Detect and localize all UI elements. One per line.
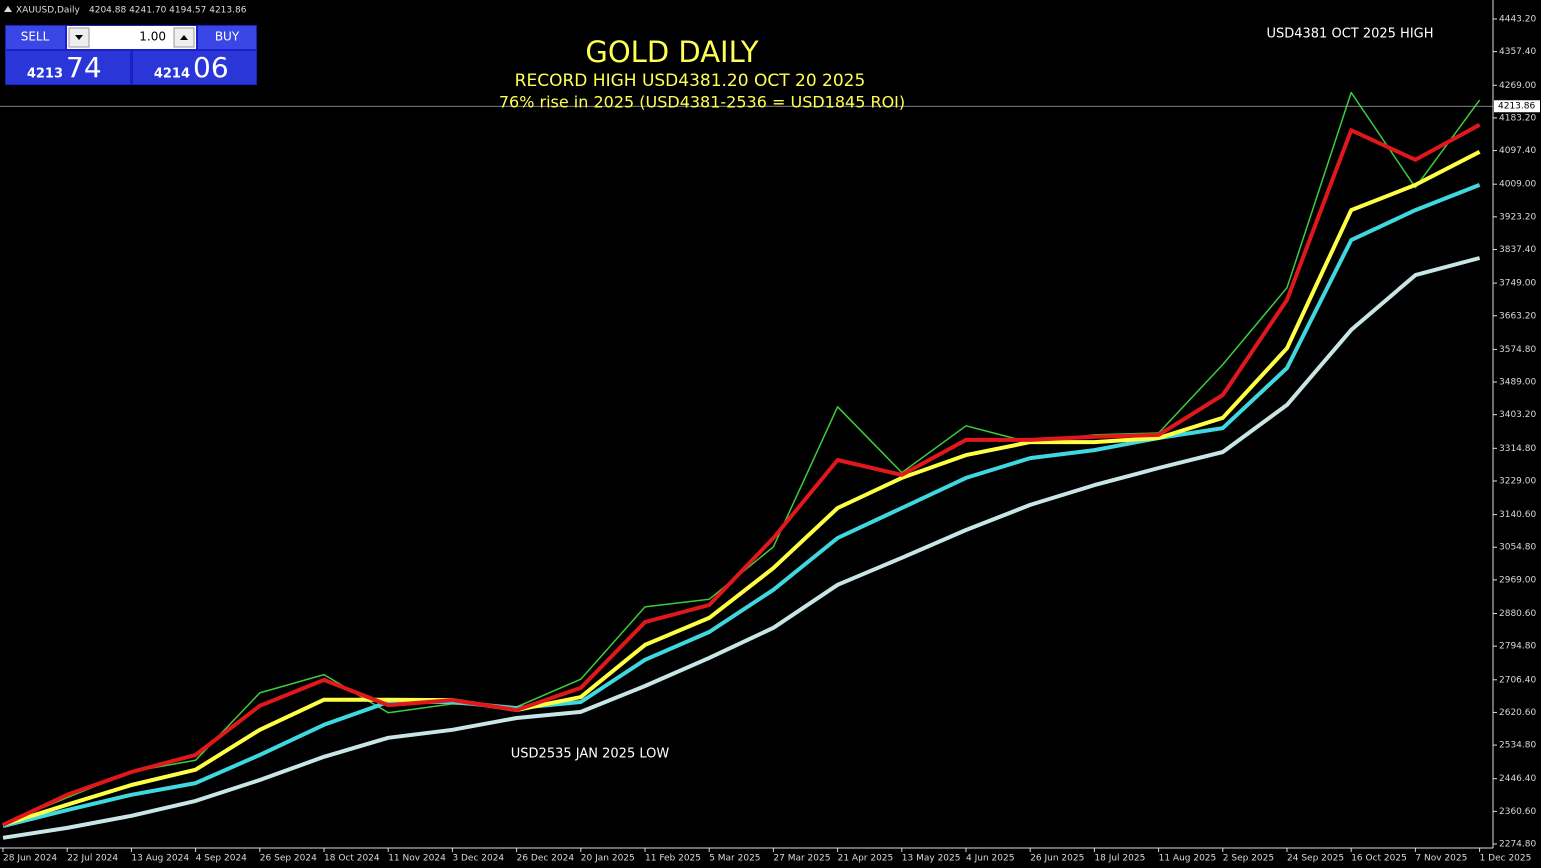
y-tick-label: 3663.20 (1499, 311, 1536, 321)
y-tick-label: 3574.80 (1499, 345, 1536, 355)
sell-label: SELL (21, 30, 50, 44)
y-tick-label: 2274.80 (1499, 840, 1536, 850)
x-tick-label: 21 Apr 2025 (838, 854, 894, 864)
buy-label: BUY (215, 30, 240, 44)
x-tick-label: 26 Sep 2024 (260, 854, 317, 864)
x-tick-label: 11 Nov 2024 (388, 854, 446, 864)
bid-small: 74 (66, 51, 102, 84)
y-tick-label: 3314.80 (1499, 444, 1536, 454)
x-tick-label: 2 Sep 2025 (1223, 854, 1274, 864)
lot-value: 1.00 (139, 30, 166, 44)
symbol: XAUUSD,Daily (16, 6, 80, 16)
plot (0, 91, 1493, 840)
annotation: USD2535 JAN 2025 LOW (511, 747, 670, 762)
x-tick-label: 11 Aug 2025 (1159, 854, 1217, 864)
x-tick-label: 3 Dec 2024 (452, 854, 504, 864)
y-tick-label: 2706.40 (1499, 675, 1536, 685)
bid-box[interactable] (6, 51, 130, 84)
y-tick-label: 3140.60 (1499, 510, 1536, 520)
x-tick-label: 24 Sep 2025 (1287, 854, 1344, 864)
x-tick-label: 13 May 2025 (902, 854, 961, 864)
x-tick-label: 26 Dec 2024 (517, 854, 575, 864)
header-icon (4, 6, 12, 12)
ohlc: 4204.88 4241.70 4194.57 4213.86 (89, 6, 247, 16)
moving-average (2, 123, 1481, 827)
annotation: 76% rise in 2025 (USD4381-2536 = USD1845… (499, 93, 905, 112)
y-tick-label: 4097.40 (1499, 146, 1536, 156)
moving-average (2, 256, 1481, 840)
x-tick-label: 7 Nov 2025 (1415, 854, 1467, 864)
x-tick-label: 20 Jan 2025 (581, 854, 635, 864)
y-tick-label: 4269.00 (1499, 81, 1536, 91)
ask-box[interactable] (133, 51, 256, 84)
y-tick-label: 3749.00 (1499, 279, 1536, 289)
moving-average (2, 150, 1481, 827)
y-tick-label: 4443.20 (1499, 14, 1536, 24)
x-tick-label: 13 Aug 2024 (131, 854, 189, 864)
sell-button[interactable] (6, 26, 65, 49)
annotation: USD4381 OCT 2025 HIGH (1266, 27, 1433, 42)
y-tick-label: 3489.00 (1499, 378, 1536, 388)
x-tick-label: 22 Jul 2024 (67, 854, 118, 864)
bid-big: 4213 (27, 67, 63, 82)
x-tick-label: 28 Jun 2024 (3, 854, 57, 864)
y-tick-label: 4357.40 (1499, 47, 1536, 57)
lot-box[interactable] (67, 26, 196, 49)
y-tick-label: 2446.40 (1499, 774, 1536, 784)
x-tick-label: 18 Jul 2025 (1094, 854, 1145, 864)
y-tick-label: 2794.80 (1499, 642, 1536, 652)
y-tick-label: 4009.00 (1499, 180, 1536, 190)
y-tick-label: 3229.00 (1499, 476, 1536, 486)
y-tick-label: 2880.60 (1499, 609, 1536, 619)
x-tick-label: 4 Sep 2024 (196, 854, 248, 864)
chart-subtitle: RECORD HIGH USD4381.20 OCT 20 2025 (515, 71, 866, 91)
y-tick-label: 2534.80 (1499, 741, 1536, 751)
ask-small: 06 (193, 51, 229, 84)
y-tick-label: 2360.60 (1499, 807, 1536, 817)
y-tick-label: 4183.20 (1499, 113, 1536, 123)
x-tick-label: 18 Oct 2024 (324, 854, 380, 864)
x-tick-label: 26 Jun 2025 (1030, 854, 1084, 864)
x-tick-label: 11 Feb 2025 (645, 854, 701, 864)
current-price-label: 4213.86 (1498, 102, 1535, 112)
y-tick-label: 3054.80 (1499, 543, 1536, 553)
ask-big: 4214 (154, 67, 190, 82)
moving-average (2, 183, 1481, 828)
y-tick-label: 3403.20 (1499, 410, 1536, 420)
lot-up-icon (180, 35, 188, 40)
y-tick-label: 2969.00 (1499, 575, 1536, 585)
x-tick-label: 27 Mar 2025 (773, 854, 830, 864)
y-tick-label: 3837.40 (1499, 245, 1536, 255)
chart-title: GOLD DAILY (585, 35, 759, 69)
x-tick-label: 1 Dec 2025 (1480, 854, 1532, 864)
x-tick-label: 5 Mar 2025 (709, 854, 760, 864)
y-tick-label: 2620.60 (1499, 708, 1536, 718)
y-tick-label: 3923.20 (1499, 212, 1536, 222)
x-tick-label: 4 Jun 2025 (966, 854, 1014, 864)
x-tick-label: 16 Oct 2025 (1351, 854, 1407, 864)
buy-button[interactable] (198, 26, 256, 49)
current-price-box (1494, 100, 1540, 113)
lot-down-icon (75, 35, 83, 40)
